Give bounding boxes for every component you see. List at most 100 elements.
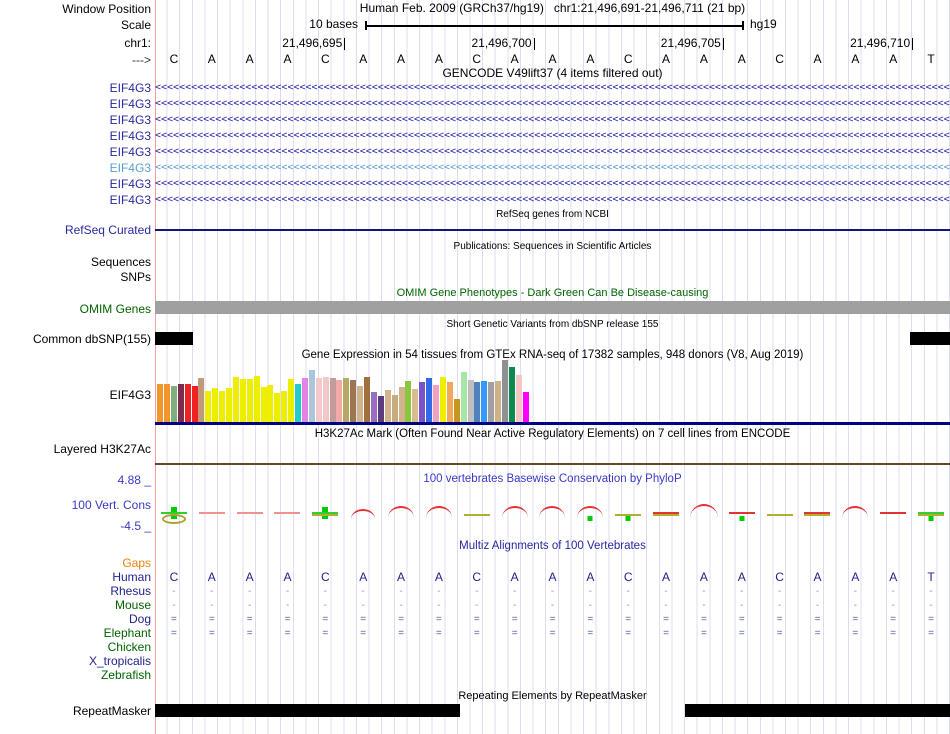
gencode-transcript-label[interactable]: EIF4G3 — [109, 81, 151, 95]
gtex-tissue-bar[interactable] — [295, 384, 301, 422]
gtex-tissue-bar[interactable] — [191, 386, 198, 422]
gtex-tissue-bar[interactable] — [350, 380, 357, 422]
gencode-transcript-item[interactable]: <<<<<<<<<<<<<<<<<<<<<<<<<<<<<<<<<<<<<<<<… — [155, 114, 950, 125]
multiz-alignment-row-mouse[interactable]: --------------------- — [155, 600, 950, 614]
gtex-tissue-bar[interactable] — [288, 379, 295, 422]
gtex-tissue-bar[interactable] — [412, 389, 419, 422]
gtex-tissue-bar[interactable] — [198, 378, 205, 422]
multiz-alignment-row-dog[interactable]: = = = = = = = = = = = = = = = = = = = = = — [155, 614, 950, 628]
gtex-tissue-bar[interactable] — [405, 381, 412, 422]
gtex-tissue-bar[interactable] — [467, 380, 474, 422]
gtex-expression-barchart[interactable] — [157, 360, 537, 422]
multiz-species-label-zebrafish[interactable]: Zebrafish — [100, 668, 151, 682]
multiz-species-label-x_tropicalis[interactable]: X_tropicalis — [88, 654, 151, 668]
multiz-species-label-dog[interactable]: Dog — [128, 612, 151, 626]
gtex-tissue-bar[interactable] — [488, 382, 495, 422]
refseq-track-title[interactable]: RefSeq genes from NCBI — [496, 209, 609, 220]
gtex-tissue-bar[interactable] — [481, 381, 488, 422]
gtex-tissue-bar[interactable] — [239, 379, 246, 422]
multiz-alignment-row-rhesus[interactable]: --------------------- — [155, 586, 950, 600]
gencode-transcript-item[interactable]: <<<<<<<<<<<<<<<<<<<<<<<<<<<<<<<<<<<<<<<<… — [155, 146, 950, 157]
gencode-transcript-item[interactable]: <<<<<<<<<<<<<<<<<<<<<<<<<<<<<<<<<<<<<<<<… — [155, 82, 950, 93]
gtex-tissue-bar[interactable] — [170, 386, 177, 422]
gencode-transcript-item[interactable]: <<<<<<<<<<<<<<<<<<<<<<<<<<<<<<<<<<<<<<<<… — [155, 178, 950, 189]
gtex-tissue-bar[interactable] — [184, 384, 191, 422]
sequences-label[interactable]: Sequences — [90, 255, 151, 269]
phylop-track-title[interactable]: 100 vertebrates Basewise Conservation by… — [423, 473, 682, 485]
gencode-transcript-label[interactable]: EIF4G3 — [109, 177, 151, 191]
dbsnp-variant-box[interactable] — [910, 332, 950, 345]
gtex-tissue-bar[interactable] — [377, 396, 384, 422]
gencode-transcript-item[interactable]: <<<<<<<<<<<<<<<<<<<<<<<<<<<<<<<<<<<<<<<<… — [155, 98, 950, 109]
gencode-transcript-label[interactable]: EIF4G3 — [109, 161, 151, 175]
gtex-tissue-bar[interactable] — [419, 382, 426, 422]
dbsnp-track-title[interactable]: Short Genetic Variants from dbSNP releas… — [446, 319, 659, 330]
multiz-species-label-elephant[interactable]: Elephant — [103, 626, 151, 640]
snps-label[interactable]: SNPs — [120, 270, 151, 284]
gtex-tissue-bar[interactable] — [205, 391, 212, 422]
gtex-tissue-bar[interactable] — [232, 377, 239, 422]
gtex-tissue-bar[interactable] — [336, 380, 343, 422]
gtex-tissue-bar[interactable] — [446, 382, 453, 422]
gtex-tissue-bar[interactable] — [226, 388, 232, 422]
gtex-tissue-bar[interactable] — [308, 370, 315, 422]
gtex-track-title[interactable]: Gene Expression in 54 tissues from GTEx … — [301, 349, 804, 361]
gencode-track-title[interactable]: GENCODE V49lift37 (4 items filtered out) — [442, 66, 663, 80]
gtex-tissue-bar[interactable] — [474, 382, 481, 422]
gencode-transcript-item[interactable]: <<<<<<<<<<<<<<<<<<<<<<<<<<<<<<<<<<<<<<<<… — [155, 162, 950, 173]
gtex-tissue-bar[interactable] — [315, 378, 322, 422]
gtex-tissue-bar[interactable] — [384, 390, 391, 422]
gtex-tissue-bar[interactable] — [433, 385, 439, 422]
publications-track-title[interactable]: Publications: Sequences in Scientific Ar… — [453, 241, 652, 252]
gencode-transcript-item[interactable]: <<<<<<<<<<<<<<<<<<<<<<<<<<<<<<<<<<<<<<<<… — [155, 130, 950, 141]
repeatmasker-track-title[interactable]: Repeating Elements by RepeatMasker — [458, 690, 647, 702]
dbsnp-variant-box[interactable] — [155, 332, 193, 345]
multiz-species-label-human[interactable]: Human — [112, 570, 151, 584]
gtex-tissue-bar[interactable] — [522, 392, 529, 422]
gtex-gene-label[interactable]: EIF4G3 — [109, 388, 151, 402]
gtex-tissue-bar[interactable] — [343, 378, 350, 422]
h3k27ac-track-title[interactable]: H3K27Ac Mark (Often Found Near Active Re… — [314, 428, 791, 440]
multiz-alignment-row-elephant[interactable]: = = = = = = = = = = = = = = = = = = = = = — [155, 628, 950, 642]
gtex-tissue-bar[interactable] — [260, 387, 267, 422]
common-dbsnp-label[interactable]: Common dbSNP(155) — [32, 332, 151, 346]
repeatmasker-label[interactable]: RepeatMasker — [72, 704, 151, 718]
conservation-track-label[interactable]: 100 Vert. Cons — [71, 498, 151, 512]
gtex-tissue-bar[interactable] — [329, 378, 336, 422]
gtex-tissue-bar[interactable] — [439, 377, 446, 422]
gencode-transcript-label[interactable]: EIF4G3 — [109, 145, 151, 159]
multiz-species-label-mouse[interactable]: Mouse — [114, 598, 151, 612]
multiz-track-title[interactable]: Multiz Alignments of 100 Vertebrates — [459, 540, 646, 552]
gtex-tissue-bar[interactable] — [460, 372, 467, 422]
gtex-tissue-bar[interactable] — [495, 381, 502, 422]
gtex-tissue-bar[interactable] — [281, 391, 288, 422]
omim-track-title[interactable]: OMIM Gene Phenotypes - Dark Green Can Be… — [396, 287, 709, 299]
repeatmasker-element-box[interactable] — [155, 704, 460, 717]
multiz-species-label-rhesus[interactable]: Rhesus — [110, 584, 151, 598]
gencode-transcript-label[interactable]: EIF4G3 — [109, 113, 151, 127]
omim-genes-label[interactable]: OMIM Genes — [79, 302, 151, 316]
gtex-tissue-bar[interactable] — [219, 391, 226, 422]
gtex-tissue-bar[interactable] — [391, 395, 398, 422]
gtex-tissue-bar[interactable] — [508, 367, 515, 422]
gtex-tissue-bar[interactable] — [246, 379, 253, 422]
gtex-tissue-bar[interactable] — [274, 393, 281, 422]
multiz-species-label-chicken[interactable]: Chicken — [107, 640, 151, 654]
gencode-transcript-label[interactable]: EIF4G3 — [109, 97, 151, 111]
gtex-tissue-bar[interactable] — [398, 387, 405, 422]
gencode-transcript-item[interactable]: <<<<<<<<<<<<<<<<<<<<<<<<<<<<<<<<<<<<<<<<… — [155, 194, 950, 205]
gtex-tissue-bar[interactable] — [370, 392, 377, 422]
gtex-tissue-bar[interactable] — [502, 360, 508, 422]
gtex-tissue-bar[interactable] — [157, 384, 163, 422]
gtex-tissue-bar[interactable] — [253, 376, 260, 422]
layered-h3k27ac-label[interactable]: Layered H3K27Ac — [53, 442, 151, 456]
gtex-tissue-bar[interactable] — [426, 378, 433, 422]
refseq-curated-label[interactable]: RefSeq Curated — [64, 223, 151, 237]
gtex-tissue-bar[interactable] — [364, 377, 370, 422]
gtex-tissue-bar[interactable] — [301, 378, 308, 422]
repeatmasker-element-box[interactable] — [685, 704, 950, 717]
gencode-transcript-label[interactable]: EIF4G3 — [109, 193, 151, 207]
gtex-tissue-bar[interactable] — [177, 384, 184, 422]
